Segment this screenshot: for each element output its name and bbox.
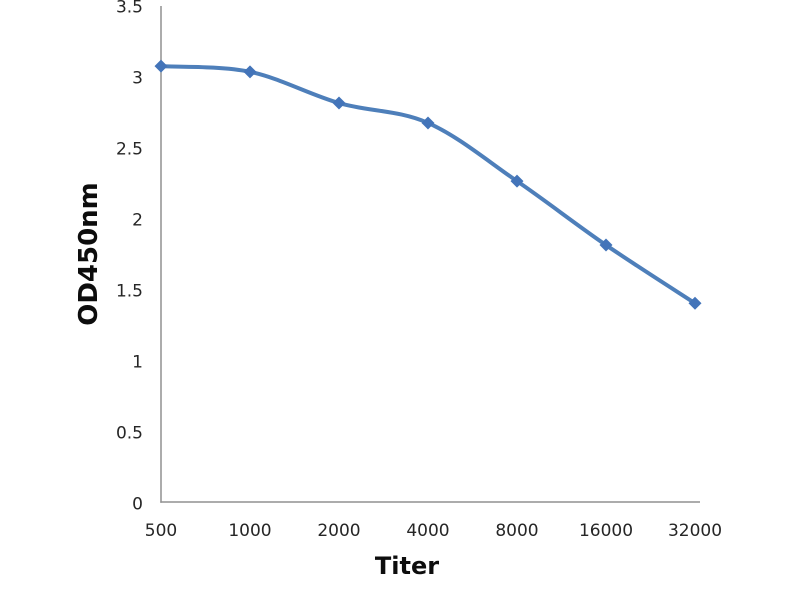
data-point-marker <box>332 96 346 110</box>
data-point-marker <box>688 296 702 310</box>
y-tick-label: 2 <box>132 211 143 231</box>
data-series-line <box>159 64 697 306</box>
x-tick-label: 1000 <box>228 521 271 541</box>
data-point-marker <box>599 238 613 252</box>
x-tick-label: 4000 <box>406 521 449 541</box>
y-tick-label: 0.5 <box>116 424 143 444</box>
y-tick-label: 2.5 <box>116 140 143 160</box>
y-tick-label: 1 <box>132 353 143 373</box>
data-point-marker <box>243 65 257 79</box>
x-tick-label: 8000 <box>495 521 538 541</box>
x-tick-label: 16000 <box>579 521 633 541</box>
y-tick-label: 0 <box>132 495 143 515</box>
x-tick-label: 32000 <box>668 521 722 541</box>
chart-generated-layer: 0 0.5 1 1.5 2 2.5 3 3.5 500 1000 2000 4000 8000 16000… <box>116 0 722 541</box>
x-tick-label: 500 <box>145 521 177 541</box>
x-axis-title: Titer <box>375 552 439 580</box>
y-tick-label: 3 <box>132 69 143 89</box>
data-point-marker <box>421 116 435 130</box>
y-tick-label: 3.5 <box>116 0 143 18</box>
data-point-marker <box>510 174 524 188</box>
y-axis-title: OD450nm <box>74 182 104 326</box>
y-tick-label: 1.5 <box>116 282 143 302</box>
x-tick-label: 2000 <box>317 521 360 541</box>
data-point-marker <box>154 59 168 73</box>
